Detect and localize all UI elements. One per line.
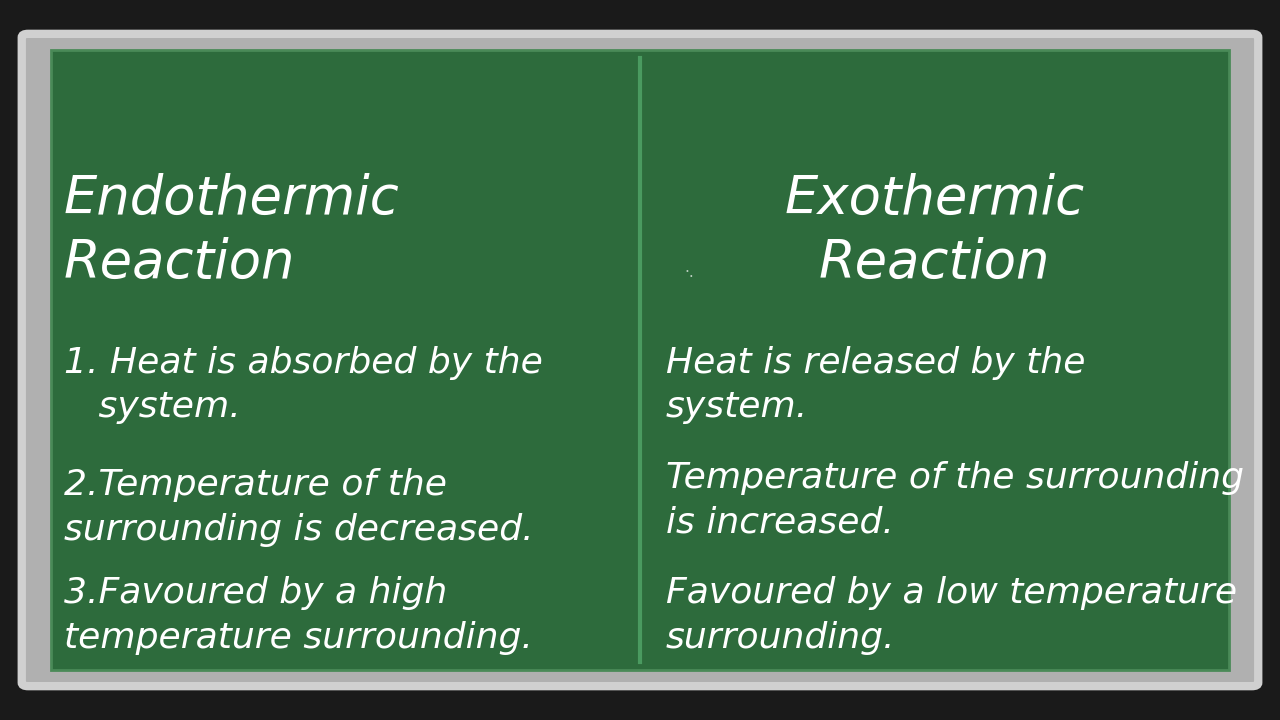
Text: Endothermic
Reaction: Endothermic Reaction <box>64 173 399 289</box>
Text: 2.Temperature of the
surrounding is decreased.: 2.Temperature of the surrounding is decr… <box>64 468 534 546</box>
FancyBboxPatch shape <box>22 34 1258 686</box>
Text: ·.: ·. <box>685 265 695 280</box>
Text: 1. Heat is absorbed by the
   system.: 1. Heat is absorbed by the system. <box>64 346 543 424</box>
FancyBboxPatch shape <box>51 50 1229 670</box>
Text: Heat is released by the
system.: Heat is released by the system. <box>666 346 1085 424</box>
Text: 3.Favoured by a high
temperature surrounding.: 3.Favoured by a high temperature surroun… <box>64 576 532 654</box>
Text: Temperature of the surrounding
is increased.: Temperature of the surrounding is increa… <box>666 461 1244 539</box>
Text: Exothermic
Reaction: Exothermic Reaction <box>785 173 1084 289</box>
Text: Favoured by a low temperature
surrounding.: Favoured by a low temperature surroundin… <box>666 576 1236 654</box>
